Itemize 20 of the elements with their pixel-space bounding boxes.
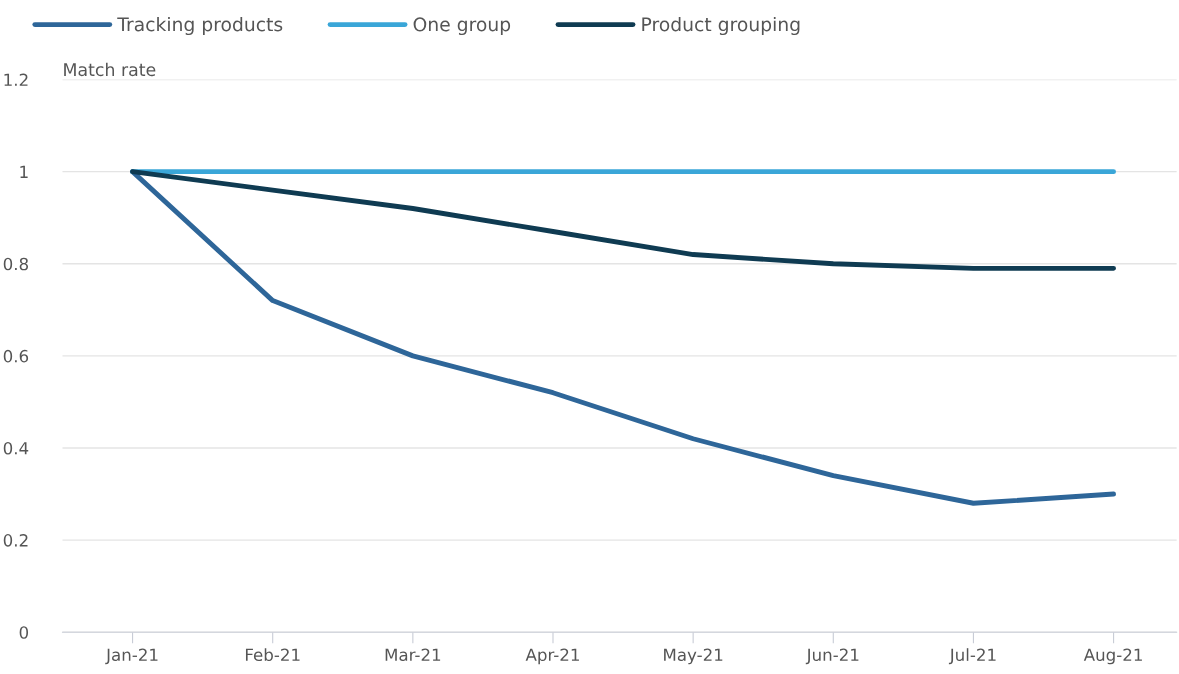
line-series	[130, 169, 1117, 271]
x-tick-label: Jun-21	[805, 648, 859, 665]
x-tick-label: Apr-21	[525, 648, 579, 665]
x-tick-label: May-21	[664, 648, 723, 665]
legend-label: Tracking products	[117, 16, 283, 36]
y-tick-label: 1	[20, 165, 28, 178]
y-tick-label: 0	[19, 626, 29, 639]
x-tick-label: Feb-21	[245, 648, 300, 662]
legend-label: Product grouping	[642, 16, 800, 36]
y-tick-label: 0.6	[3, 349, 29, 363]
y-tick-label: 0.4	[3, 441, 29, 455]
legend-label: One group	[413, 17, 511, 36]
y-axis-title: Match rate	[64, 62, 156, 77]
x-tick-label: Jan-21	[105, 648, 158, 665]
y-tick-label: 1.2	[4, 73, 28, 86]
y-tick-label: 0.2	[3, 534, 28, 547]
x-tick-label: Jul-21	[948, 648, 996, 665]
x-tick-label: Aug-21	[1083, 648, 1142, 665]
x-tick-label: Mar-21	[385, 648, 441, 662]
y-tick-label: 0.8	[3, 257, 29, 271]
